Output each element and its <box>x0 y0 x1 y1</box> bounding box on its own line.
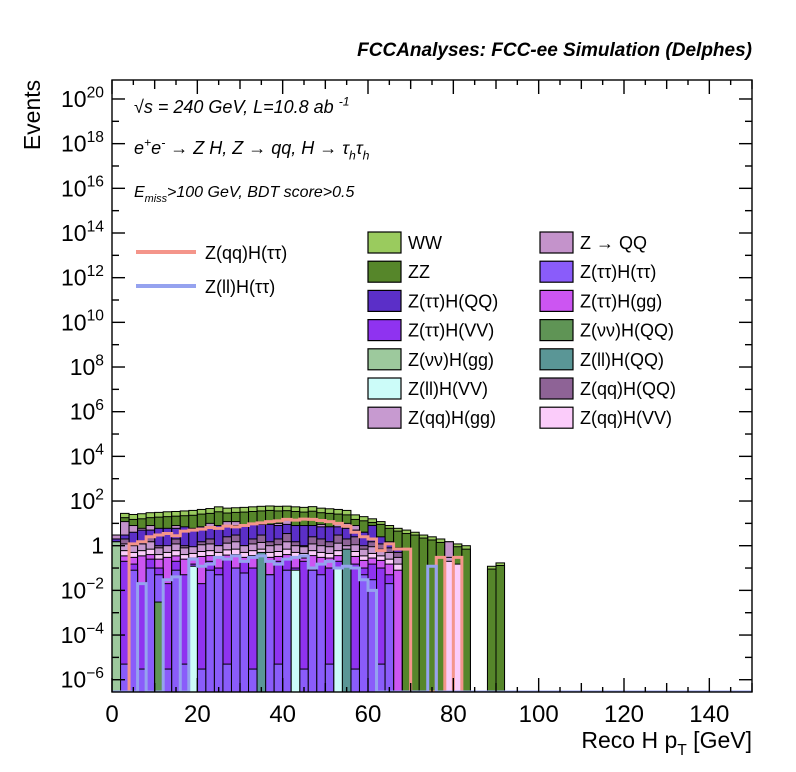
annotation-energy-lumi: √s = 240 GeV, L=10.8 ab -1 <box>134 94 350 117</box>
legend-swatch-zqq-hgg <box>367 406 402 429</box>
bin <box>282 569 292 692</box>
legend-label-ztt-hqq: Z(ττ)H(QQ) <box>408 291 498 311</box>
legend-label-zqq-hgg: Z(qq)H(gg) <box>408 408 496 428</box>
bin <box>196 668 207 692</box>
y-tick-label: 10−4 <box>61 620 105 648</box>
legend-swatch-znn-hgg <box>367 348 402 371</box>
signal-line-sig-zqq-htautau <box>127 517 514 692</box>
y-tick-label: 1016 <box>61 174 104 202</box>
plot-title: FCCAnalyses: FCC-ee Simulation (Delphes) <box>357 40 752 61</box>
legend-swatch-zll-hvv <box>367 377 402 400</box>
legend-label-sig-zll-htautau: Z(ll)H(ττ) <box>205 277 275 297</box>
legend-label-zqq-hqq: Z(qq)H(QQ) <box>580 379 676 399</box>
main-legend: WW ZZ Z(ττ)H(QQ) Z(ττ)H(VV) Z(νν)H(gg) Z(ll)H… <box>367 231 676 429</box>
legend-swatch-zz <box>367 260 402 283</box>
x-tick-label: 120 <box>604 701 644 728</box>
bin <box>486 568 497 692</box>
series-znn-hgg <box>112 541 122 692</box>
legend-swatch-zll-hqq <box>539 348 574 371</box>
legend-label-zll-hvv: Z(ll)H(VV) <box>408 379 488 399</box>
bin <box>112 541 122 692</box>
y-tick-label: 1012 <box>61 263 104 291</box>
bin <box>222 663 232 692</box>
bin <box>350 668 360 692</box>
legend-label-znn-hgg: Z(νν)H(gg) <box>408 350 494 370</box>
legend-label-ztt-hvv: Z(ττ)H(VV) <box>408 321 494 341</box>
y-tick-label: 1020 <box>61 84 104 112</box>
legend-label-zqq-hvv: Z(qq)H(VV) <box>580 408 672 428</box>
signal-line-sig-zll-htautau <box>112 554 752 692</box>
x-tick-label: 60 <box>355 701 382 728</box>
y-tick-label: 1010 <box>61 308 104 336</box>
legend-swatch-ztt-hqq <box>367 289 402 312</box>
bin <box>333 567 343 692</box>
y-axis-labels: 10−6 10−4 10−2 1 102 104 106 108 1010 1012 1014 101… <box>61 84 105 692</box>
bin <box>393 569 403 692</box>
bin <box>239 572 250 692</box>
y-tick-label: 1018 <box>61 129 104 157</box>
y-tick-label: 1 <box>91 533 104 559</box>
legend-swatch-ztt-htt <box>539 260 574 283</box>
x-tick-label: 100 <box>519 701 559 728</box>
y-axis-ticks <box>112 98 752 681</box>
signal-legend: Z(qq)H(ττ) Z(ll)H(ττ) <box>136 243 287 297</box>
y-tick-label: 10−6 <box>61 665 104 693</box>
legend-swatch-ww <box>367 231 402 254</box>
y-axis-title: Events <box>19 80 45 150</box>
x-axis-ticks <box>111 80 753 692</box>
legend-label-z-to-qq: Z → QQ <box>580 233 647 253</box>
bin <box>273 663 284 692</box>
bin <box>265 574 275 692</box>
bin <box>230 567 241 692</box>
legend-swatch-znn-hqq <box>539 319 574 342</box>
y-tick-label: 1014 <box>61 218 104 246</box>
signal-overlays <box>112 517 752 692</box>
y-tick-label: 104 <box>70 442 105 470</box>
bin <box>256 551 267 692</box>
x-tick-label: 80 <box>440 701 467 728</box>
bin <box>205 569 215 692</box>
bin <box>213 574 224 692</box>
bin <box>307 569 318 692</box>
legend-swatch-zqq-hqq <box>539 377 574 400</box>
bin <box>341 548 352 692</box>
legend-label-ztt-hgg: Z(ττ)H(gg) <box>580 291 662 311</box>
bin <box>316 574 326 692</box>
legend-swatch-zqq-hvv <box>539 406 574 429</box>
x-axis-title: Reco H pT [GeV] <box>581 727 752 759</box>
x-tick-label: 140 <box>689 701 729 728</box>
x-tick-label: 40 <box>269 701 296 728</box>
y-tick-label: 108 <box>70 352 105 380</box>
legend-swatch-z-to-qq <box>539 231 574 254</box>
x-tick-label: 20 <box>184 701 211 728</box>
legend-swatch-ztt-hgg <box>539 289 574 312</box>
legend-label-ww: WW <box>408 233 442 253</box>
legend-label-ztt-htt: Z(ττ)H(ττ) <box>580 262 656 282</box>
x-tick-label: 0 <box>105 701 118 728</box>
y-tick-label: 10−2 <box>61 576 104 604</box>
y-tick-label: 106 <box>70 397 104 425</box>
legend-swatch-ztt-hvv <box>367 319 402 342</box>
legend-label-sig-zqq-htautau: Z(qq)H(ττ) <box>205 243 287 263</box>
annotation-selection: Emiss>100 GeV, BDT score>0.5 <box>134 184 354 205</box>
bin <box>290 569 301 692</box>
legend-label-zll-hqq: Z(ll)H(QQ) <box>580 350 664 370</box>
legend-label-zz: ZZ <box>408 262 430 282</box>
x-axis-labels: 0 20 40 60 80 100 120 140 <box>105 701 729 728</box>
y-tick-label: 102 <box>70 486 104 514</box>
bin <box>324 663 335 692</box>
legend-label-znn-hqq: Z(νν)H(QQ) <box>580 321 674 341</box>
bin <box>358 574 369 692</box>
annotation-process: e+e- → Z H, Z → qq, H → τhτh <box>134 135 370 162</box>
bin <box>495 564 506 692</box>
bin <box>384 583 395 692</box>
bin <box>248 668 258 692</box>
